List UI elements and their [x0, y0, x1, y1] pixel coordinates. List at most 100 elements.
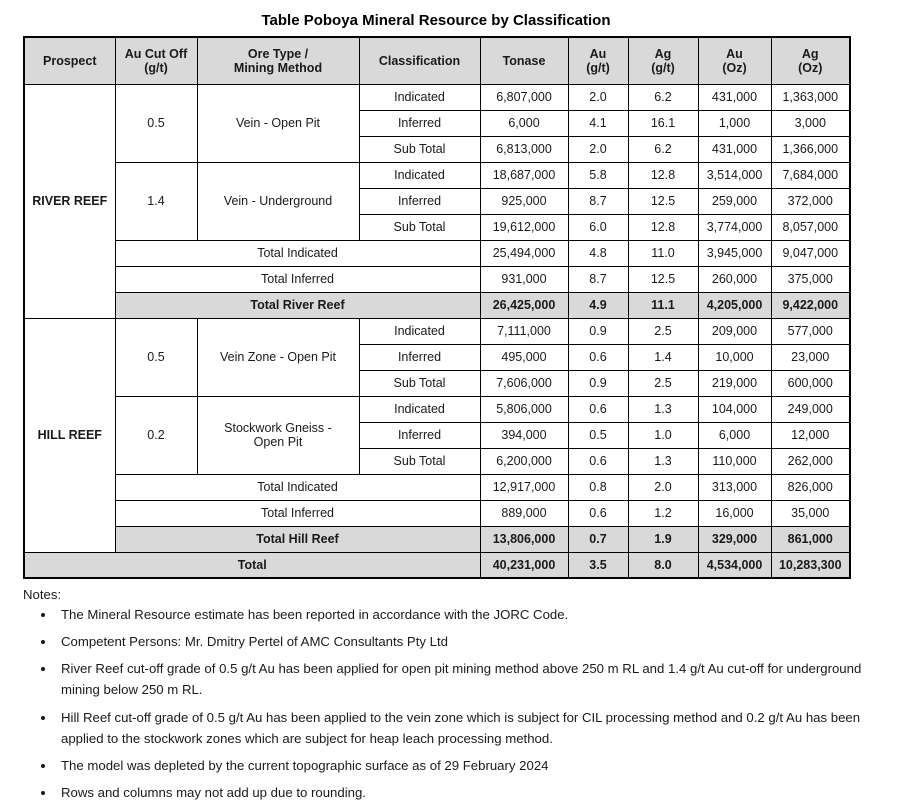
cell-au-gpt: 0.9	[567, 317, 629, 345]
cell-au-oz: 431,000	[697, 135, 772, 163]
table-row: 1.4 Vein - Underground Indicated 18,687,…	[24, 161, 851, 241]
cell-au-gpt: 0.5	[567, 421, 629, 449]
cell-au-oz: 10,000	[697, 343, 772, 371]
table-row: RIVER REEF 0.5 Vein - Open Pit Indicated…	[23, 83, 851, 319]
cell-tonase: 495,000	[479, 343, 569, 371]
cell-classification: Sub Total	[358, 135, 481, 163]
cell-tonase: 889,000	[479, 499, 569, 527]
cell-classification: Indicated	[358, 317, 481, 345]
cell-ag-oz: 12,000	[770, 421, 851, 449]
cell-ag-gpt: 12.5	[627, 265, 699, 293]
cell-tonase: 12,917,000	[479, 473, 569, 501]
cell-ag-oz: 7,684,000	[770, 161, 851, 189]
cell-ag-gpt: 6.2	[627, 135, 699, 163]
cell-tonase: 6,000	[479, 109, 569, 137]
cell-au-oz: 4,205,000	[697, 291, 772, 319]
cell-ag-gpt: 2.5	[627, 369, 699, 397]
col-header-prospect: Prospect	[23, 36, 116, 85]
cell-tonase: 7,606,000	[479, 369, 569, 397]
cell-au-gpt: 8.7	[567, 187, 629, 215]
cell-total-label: Total Indicated	[114, 239, 481, 267]
cell-ag-gpt: 11.0	[627, 239, 699, 267]
table-row: Sub Total 19,612,000 6.0 12.8 3,774,000 …	[24, 213, 851, 241]
cell-au-gpt: 4.1	[567, 109, 629, 137]
cell-classification: Sub Total	[358, 447, 481, 475]
cell-au-oz: 219,000	[697, 369, 772, 397]
notes-section: Notes: The Mineral Resource estimate has…	[23, 587, 889, 803]
cell-total-label: Total Indicated	[114, 473, 481, 501]
total-row: Total Inferred 931,000 8.7 12.5 260,000 …	[24, 265, 851, 293]
cell-au-oz: 3,514,000	[697, 161, 772, 189]
notes-heading: Notes:	[23, 587, 62, 602]
cell-cutoff: 1.4	[114, 161, 198, 241]
cell-ore-type: Vein Zone - Open Pit	[196, 317, 360, 397]
note-item: River Reef cut-off grade of 0.5 g/t Au h…	[56, 658, 889, 700]
cell-ag-gpt: 1.2	[627, 499, 699, 527]
cell-au-gpt: 0.6	[567, 499, 629, 527]
cell-tonase: 925,000	[479, 187, 569, 215]
cell-ag-oz: 375,000	[770, 265, 851, 293]
cell-au-gpt: 0.6	[567, 447, 629, 475]
cell-ag-oz: 249,000	[770, 395, 851, 423]
cell-au-gpt: 0.7	[567, 525, 629, 553]
cell-prospect-hill-reef: HILL REEF	[23, 317, 116, 553]
cell-prospect-river-reef: RIVER REEF	[23, 83, 116, 319]
cell-au-gpt: 0.8	[567, 473, 629, 501]
note-item: The model was depleted by the current to…	[56, 755, 889, 776]
table-row: Inferred 394,000 0.5 1.0 6,000 12,000	[24, 421, 851, 449]
total-river-reef-row: Total River Reef 26,425,000 4.9 11.1 4,2…	[24, 291, 851, 319]
cell-au-oz: 3,945,000	[697, 239, 772, 267]
cell-au-gpt: 3.5	[567, 551, 629, 579]
cell-classification: Indicated	[358, 83, 481, 111]
cell-au-oz: 3,774,000	[697, 213, 772, 241]
cell-au-gpt: 0.6	[567, 395, 629, 423]
cell-total-label: Total Inferred	[114, 499, 481, 527]
cell-classification: Inferred	[358, 421, 481, 449]
total-hill-reef-row: Total Hill Reef 13,806,000 0.7 1.9 329,0…	[24, 525, 851, 553]
cell-au-oz: 104,000	[697, 395, 772, 423]
cell-ag-gpt: 1.3	[627, 395, 699, 423]
cell-tonase: 19,612,000	[479, 213, 569, 241]
cell-total-label: Total Inferred	[114, 265, 481, 293]
table-row: HILL REEF 0.5 Vein Zone - Open Pit Indic…	[23, 317, 851, 553]
cell-au-gpt: 4.9	[567, 291, 629, 319]
cell-ag-oz: 9,422,000	[770, 291, 851, 319]
cell-ag-oz: 10,283,300	[770, 551, 851, 579]
cell-ag-gpt: 1.4	[627, 343, 699, 371]
cell-ag-oz: 861,000	[770, 525, 851, 553]
cell-ag-gpt: 6.2	[627, 83, 699, 111]
table-row: Inferred 495,000 0.6 1.4 10,000 23,000	[24, 343, 851, 371]
cell-au-oz: 209,000	[697, 317, 772, 345]
cell-tonase: 26,425,000	[479, 291, 569, 319]
cell-ag-gpt: 1.3	[627, 447, 699, 475]
cell-total-label: Total Hill Reef	[114, 525, 481, 553]
cell-au-gpt: 0.9	[567, 369, 629, 397]
cell-ag-oz: 262,000	[770, 447, 851, 475]
note-item: Competent Persons: Mr. Dmitry Pertel of …	[56, 631, 889, 652]
cell-ag-gpt: 1.0	[627, 421, 699, 449]
cell-ag-gpt: 8.0	[627, 551, 699, 579]
cell-classification: Indicated	[358, 395, 481, 423]
cell-ag-oz: 9,047,000	[770, 239, 851, 267]
cell-au-oz: 329,000	[697, 525, 772, 553]
note-item: The Mineral Resource estimate has been r…	[56, 604, 889, 625]
cell-au-gpt: 2.0	[567, 135, 629, 163]
cell-au-gpt: 5.8	[567, 161, 629, 189]
total-row: Total Indicated 25,494,000 4.8 11.0 3,94…	[24, 239, 851, 267]
note-item: Hill Reef cut-off grade of 0.5 g/t Au ha…	[56, 707, 889, 749]
table-row: Sub Total 7,606,000 0.9 2.5 219,000 600,…	[24, 369, 851, 397]
cell-ag-oz: 600,000	[770, 369, 851, 397]
table-row: Inferred 6,000 4.1 16.1 1,000 3,000	[24, 109, 851, 137]
cell-ag-oz: 1,363,000	[770, 83, 851, 111]
cell-ore-type: Vein - Open Pit	[196, 83, 360, 163]
cell-au-oz: 4,534,000	[697, 551, 772, 579]
cell-cutoff: 0.5	[114, 83, 198, 163]
cell-classification: Indicated	[358, 161, 481, 189]
col-header-au-gpt: Au (g/t)	[567, 36, 629, 85]
cell-tonase: 7,111,000	[479, 317, 569, 345]
cell-ag-oz: 35,000	[770, 499, 851, 527]
cell-tonase: 18,687,000	[479, 161, 569, 189]
table-row: Inferred 925,000 8.7 12.5 259,000 372,00…	[24, 187, 851, 215]
cell-ag-gpt: 12.8	[627, 213, 699, 241]
